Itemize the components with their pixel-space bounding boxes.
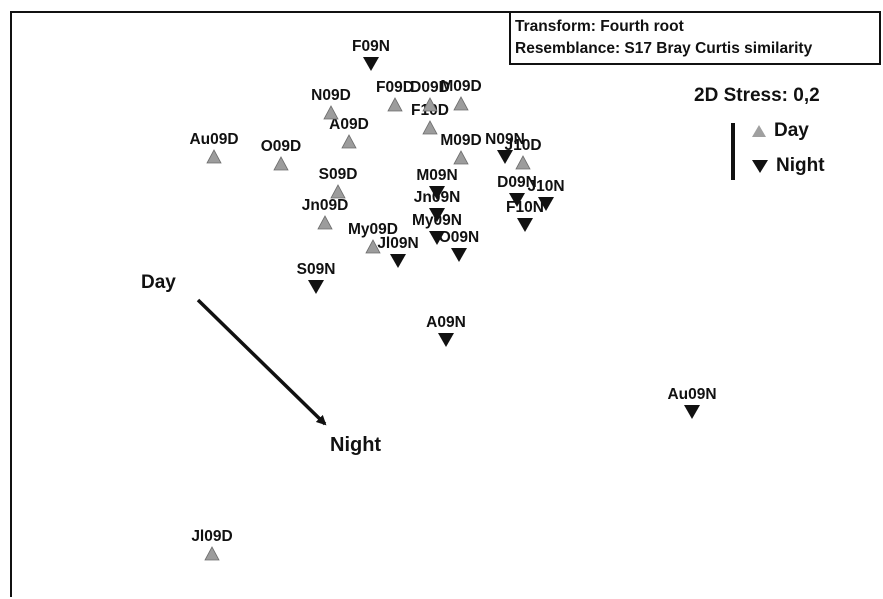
night-point-o09n <box>451 248 467 262</box>
day-point-j10d <box>515 155 531 170</box>
night-point-au09n <box>684 405 700 419</box>
legend-divider <box>731 123 735 180</box>
day-point-a09d <box>341 134 357 149</box>
day-point-label: O09D <box>261 138 302 155</box>
day-point-label: S09D <box>319 166 358 183</box>
night-point-jn09n <box>429 208 445 222</box>
night-point-label: D09N <box>497 174 537 191</box>
transform-label: Transform: Fourth root <box>515 18 684 35</box>
day-point-my09d <box>365 239 381 254</box>
day-point-label: D09D <box>410 79 450 96</box>
night-point-label: Au09N <box>667 386 716 403</box>
triangle-down-icon <box>752 159 768 173</box>
day-point-jl09d <box>204 546 220 561</box>
day-point-label: Jn09D <box>302 197 349 214</box>
legend-label-day: Day <box>774 120 809 141</box>
day-point-label: My09D <box>348 221 398 238</box>
night-point-label: S09N <box>297 261 336 278</box>
legend-item-day: Day <box>752 120 809 142</box>
night-point-j10n <box>538 197 554 211</box>
day-point-m09d <box>453 96 469 111</box>
night-point-label: F10N <box>506 199 544 216</box>
night-point-s09n <box>308 280 324 294</box>
night-point-label: N09N <box>485 131 525 148</box>
day-point-label: M09D <box>440 132 481 149</box>
day-point-label: F09D <box>376 79 414 96</box>
day-point-label: M09D <box>440 78 481 95</box>
triangle-up-icon <box>752 125 766 137</box>
stress-label: 2D Stress: 0,2 <box>694 85 820 106</box>
day-point-jn09d <box>317 215 333 230</box>
day-point-label: Au09D <box>189 131 238 148</box>
day-point-label: Jl09D <box>191 528 232 545</box>
legend-label-night: Night <box>776 155 825 176</box>
resemblance-label: Resemblance: S17 Bray Curtis similarity <box>515 40 813 57</box>
day-point-au09d <box>206 149 222 164</box>
night-point-jl09n <box>390 254 406 268</box>
night-point-n09n <box>497 150 513 164</box>
night-point-a09n <box>438 333 454 347</box>
night-point-label: O09N <box>439 229 480 246</box>
arrow-end-label: Night <box>330 434 382 456</box>
day-point-f09d <box>387 97 403 112</box>
night-point-f09n <box>363 57 379 71</box>
day-point-o09d <box>273 156 289 171</box>
day-point-label: A09D <box>329 116 369 133</box>
day-point-label: J10D <box>504 137 541 154</box>
day-point-n09d <box>323 105 339 120</box>
transform-info-box: Transform: Fourth root Resemblance: S17 … <box>509 11 881 65</box>
night-point-label: Jl09N <box>377 235 418 252</box>
legend-item-night: Night <box>752 155 825 177</box>
day-point-label: N09D <box>311 87 351 104</box>
day-point-f10d <box>422 120 438 135</box>
arrow-start-label: Day <box>141 272 176 293</box>
night-point-label: A09N <box>426 314 466 331</box>
night-point-label: M09N <box>416 167 457 184</box>
day-point-d09d <box>422 97 438 112</box>
plot-frame <box>10 11 881 597</box>
night-point-m09n <box>429 186 445 200</box>
night-point-label: J10N <box>527 178 564 195</box>
night-point-f10n <box>517 218 533 232</box>
day-to-night-arrow <box>196 298 327 426</box>
day-point-s09d <box>330 184 346 199</box>
night-point-label: F09N <box>352 38 390 55</box>
day-point-m09d <box>453 150 469 165</box>
night-point-my09n <box>429 231 445 245</box>
night-point-d09n <box>509 193 525 207</box>
